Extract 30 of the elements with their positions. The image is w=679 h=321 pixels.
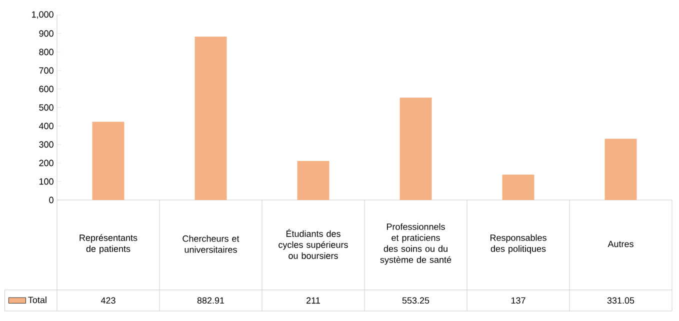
data-label: 137 bbox=[511, 297, 526, 304]
x-tick-label: Responsables des politiques bbox=[490, 234, 546, 254]
y-tick-label: 700 bbox=[39, 67, 54, 74]
x-tick-label: Autres bbox=[608, 240, 634, 248]
y-tick-label: 800 bbox=[39, 48, 54, 56]
y-tick-label: 500 bbox=[39, 104, 54, 111]
bar bbox=[502, 174, 534, 200]
x-tick-label: Représentants de patients bbox=[80, 234, 138, 254]
y-tick-label: 1,000 bbox=[32, 11, 54, 19]
bar bbox=[194, 36, 227, 200]
y-tick-label: 300 bbox=[39, 141, 54, 148]
bar bbox=[92, 122, 124, 200]
x-tick-label: Étudiants des cycles supérieurs ou boursiers bbox=[278, 229, 348, 259]
data-label: 882.91 bbox=[197, 297, 224, 304]
y-tick-label: 600 bbox=[39, 86, 54, 92]
y-tick-label: 100 bbox=[39, 178, 54, 185]
y-tick-label: 0 bbox=[49, 196, 54, 204]
bar bbox=[297, 160, 330, 200]
legend-label: Total bbox=[28, 296, 46, 304]
x-tick-label: Professionnels et praticiens des soins ou du système de santé bbox=[380, 223, 452, 265]
data-label: 553.25 bbox=[402, 297, 430, 304]
y-tick-label: 200 bbox=[39, 160, 54, 166]
data-label: 211 bbox=[306, 297, 320, 304]
data-label: 423 bbox=[100, 297, 116, 304]
y-tick-label: 900 bbox=[39, 30, 54, 37]
bar bbox=[604, 138, 637, 200]
bar bbox=[400, 98, 432, 200]
data-label: 331.05 bbox=[607, 297, 634, 304]
y-tick-label: 400 bbox=[38, 122, 54, 130]
x-tick-label: Chercheurs et universitaires bbox=[182, 235, 240, 253]
